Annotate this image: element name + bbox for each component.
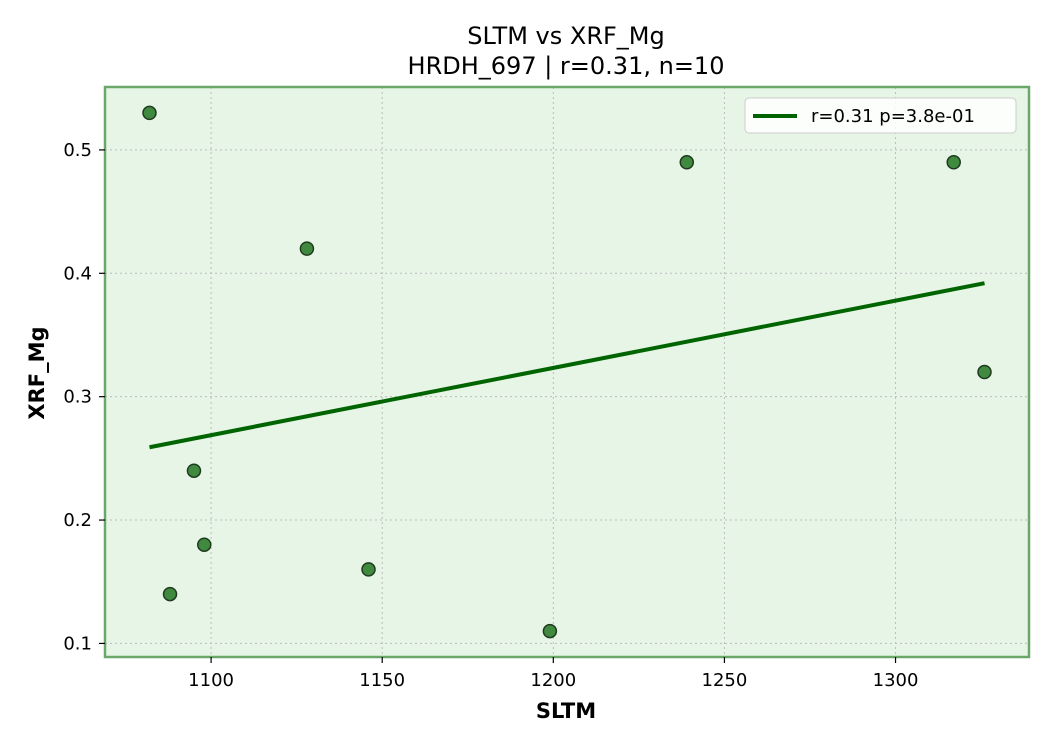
x-axis-label: SLTM: [536, 699, 596, 723]
data-point: [946, 155, 961, 170]
data-point: [299, 241, 315, 256]
y-tick-label: 0.4: [63, 263, 92, 284]
x-tick-label: 1300: [873, 670, 919, 691]
legend-box: [744, 97, 1017, 134]
data-point: [196, 537, 212, 552]
y-axis-label: XRF_Mg: [25, 326, 49, 419]
x-tick-label: 1200: [530, 670, 576, 691]
grid: [105, 87, 1029, 657]
y-tick-label: 0.1: [63, 633, 92, 654]
data-point: [142, 105, 157, 121]
x-tick-label: 1150: [359, 670, 405, 691]
y-tick-label: 0.5: [63, 140, 92, 161]
data-points: [142, 105, 992, 639]
data-point: [679, 155, 695, 170]
data-point: [162, 586, 178, 602]
data-point: [361, 562, 376, 577]
x-axis-ticks: 1100 1150 1200 1250 1300: [188, 657, 918, 691]
chart-subtitle: HRDH_697 | r=0.31, n=10: [408, 52, 725, 80]
legend-entry-fit: r=0.31 p=3.8e-01: [811, 106, 975, 127]
plot-area: [105, 87, 1029, 657]
x-tick-label: 1100: [188, 670, 234, 691]
y-tick-label: 0.3: [63, 387, 92, 408]
legend: r=0.31 p=3.8e-01: [744, 97, 1017, 134]
x-tick-label: 1250: [702, 670, 748, 691]
chart-title: SLTM vs XRF_Mg: [467, 22, 665, 50]
fit-line: [149, 281, 985, 450]
plot-frame: [103, 85, 1031, 659]
y-axis-ticks: 0.1 0.2 0.3 0.4 0.5: [63, 140, 105, 654]
data-point: [186, 463, 202, 478]
data-point: [542, 623, 558, 639]
data-point: [977, 364, 992, 380]
y-tick-label: 0.2: [63, 510, 92, 531]
